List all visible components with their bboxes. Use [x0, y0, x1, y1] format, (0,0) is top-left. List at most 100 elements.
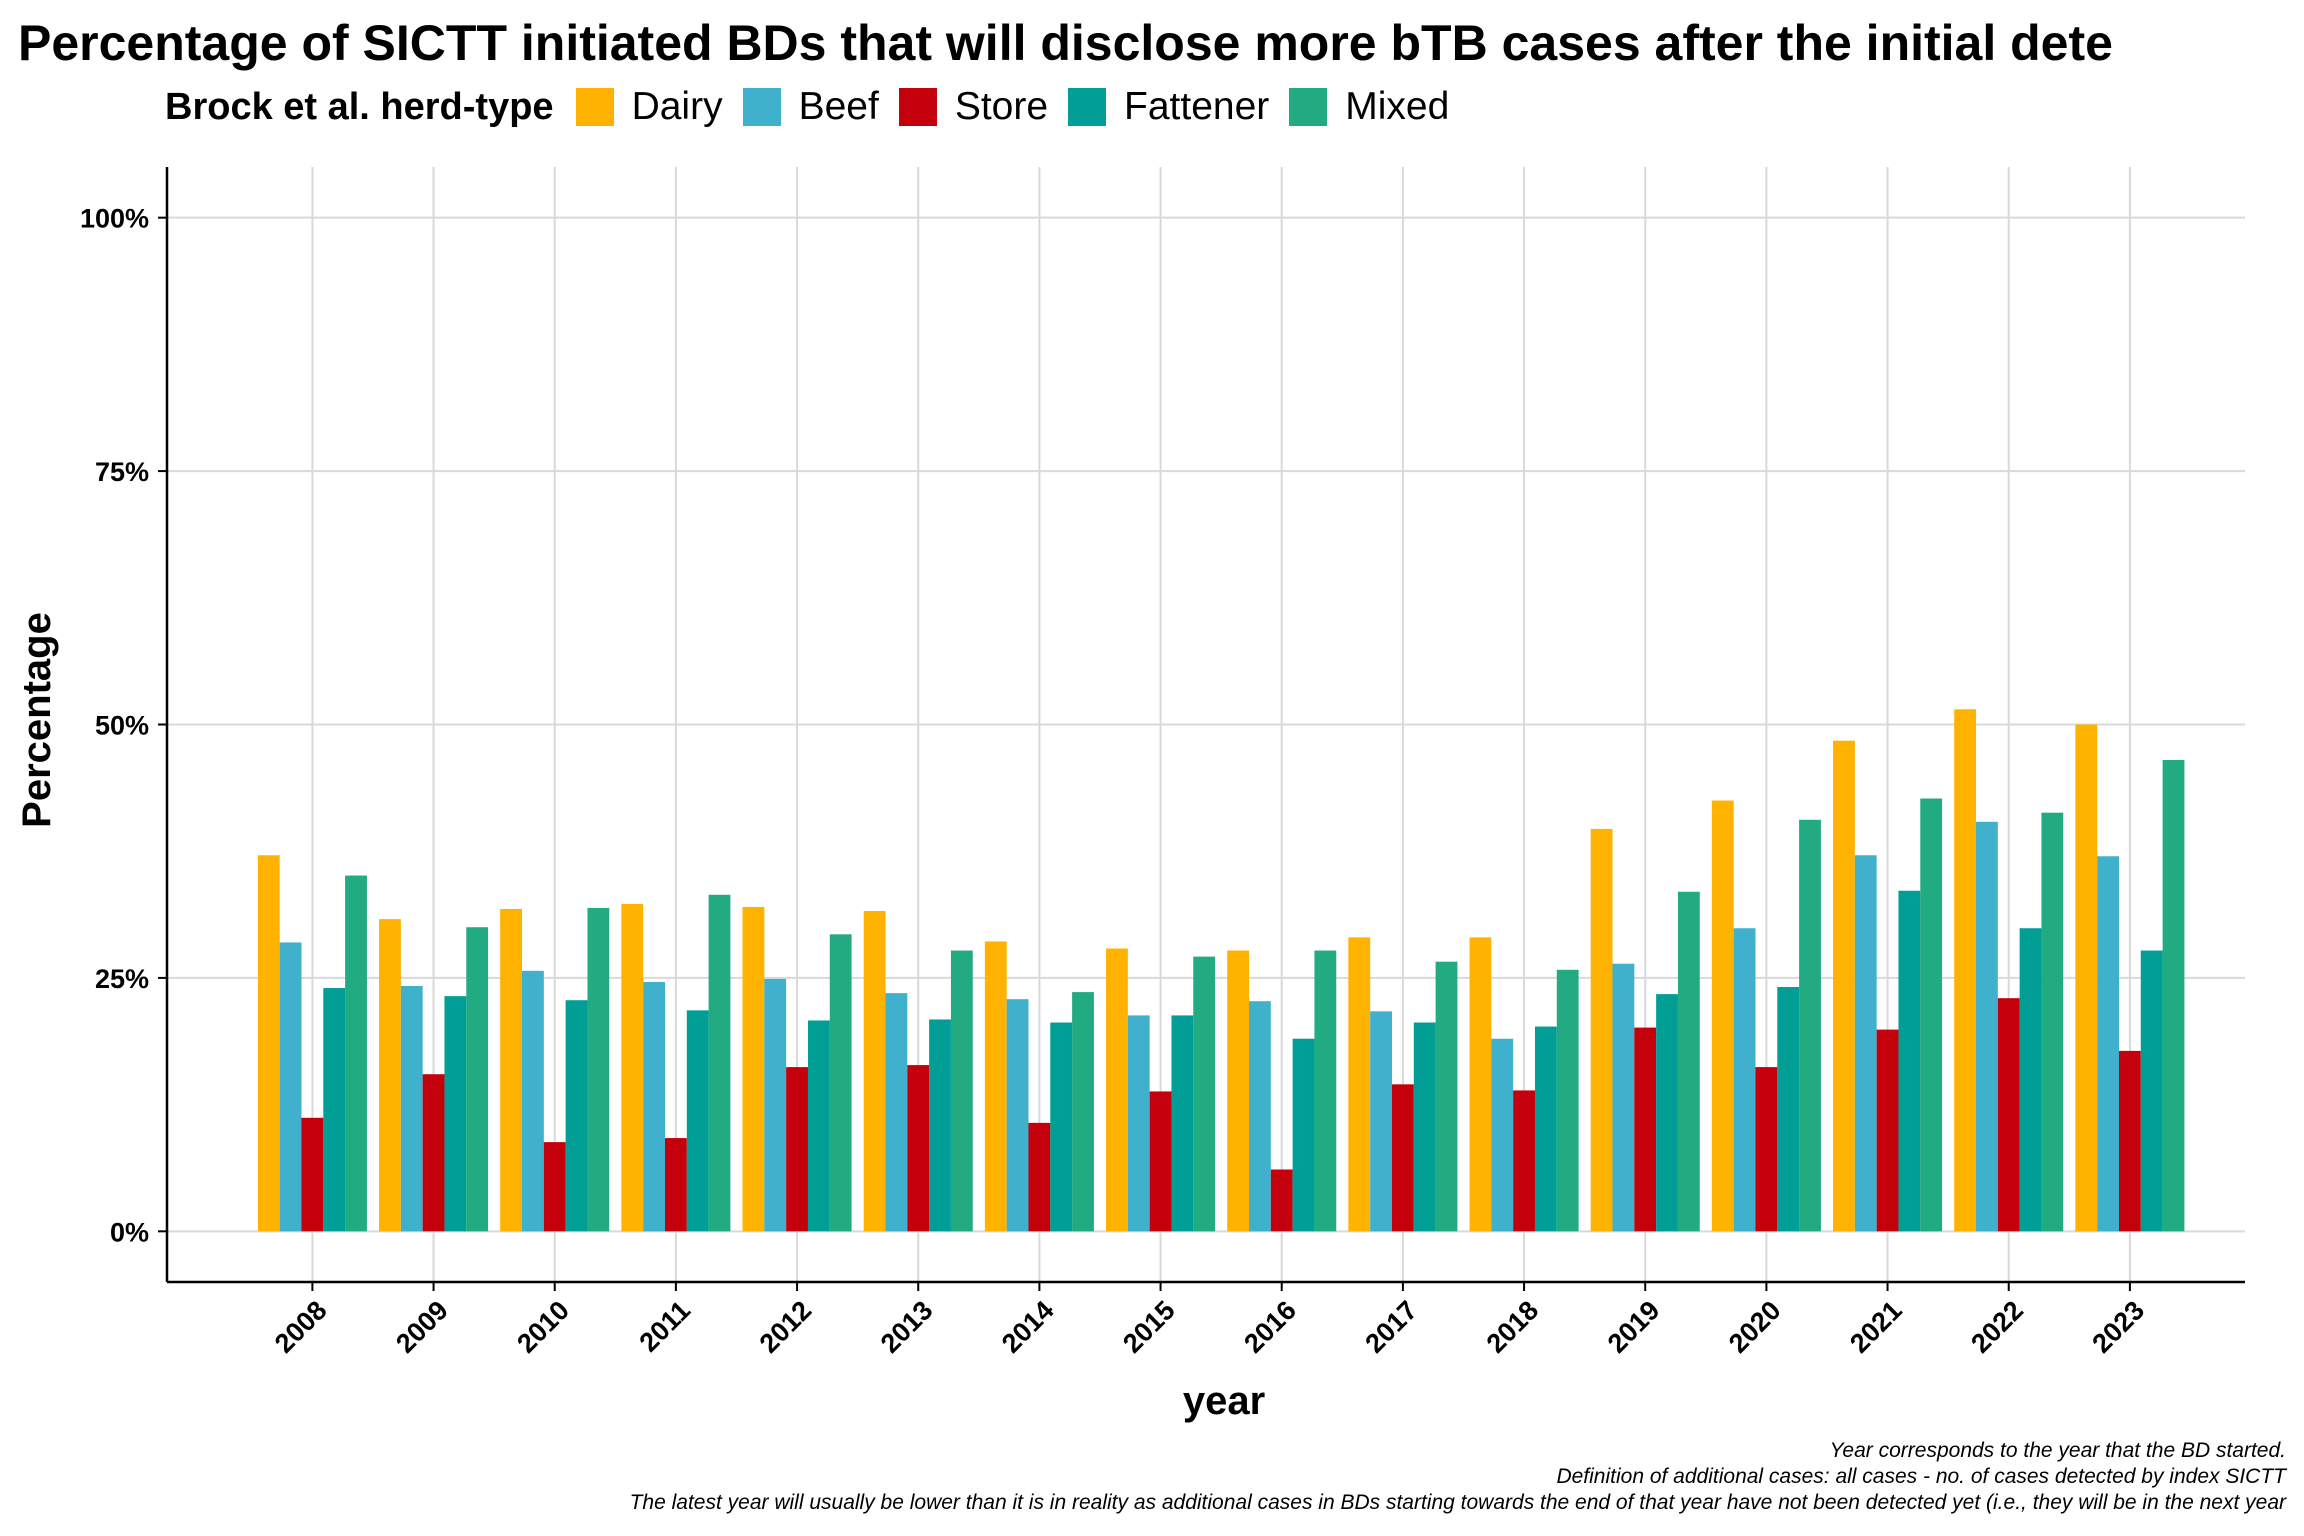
bar-beef-2023 [2097, 856, 2119, 1232]
bar-dairy-2013 [863, 911, 886, 1232]
x-axis-label: year [1183, 1379, 1265, 1423]
bar-store-2013 [907, 1065, 930, 1232]
bar-dairy-2016 [1227, 950, 1250, 1232]
axes [158, 167, 2245, 1291]
bar-beef-2018 [1491, 1038, 1514, 1232]
bar-fattener-2011 [686, 1010, 709, 1232]
bar-store-2022 [1997, 998, 2020, 1232]
bar-store-2018 [1513, 1090, 1535, 1232]
bar-mixed-2011 [708, 894, 731, 1232]
y-axis-label: Percentage [15, 612, 59, 828]
bar-dairy-2014 [984, 941, 1007, 1232]
x-tick-label: 2017 [1359, 1295, 1423, 1359]
legend-item-fattener: Fattener [1068, 85, 1269, 129]
bar-fattener-2009 [444, 996, 467, 1232]
bar-mixed-2019 [1677, 891, 1700, 1232]
caption-line-1: Year corresponds to the year that the BD… [1829, 1439, 2286, 1462]
bar-beef-2012 [764, 978, 787, 1232]
legend-label-beef: Beef [798, 85, 879, 128]
legend-item-beef: Beef [742, 85, 879, 129]
x-tick-label: 2023 [2086, 1295, 2150, 1359]
x-tick-label: 2021 [1844, 1295, 1908, 1359]
bar-dairy-2008 [257, 855, 280, 1232]
bar-beef-2019 [1612, 963, 1635, 1232]
legend-key-store [898, 88, 937, 126]
legend-label-mixed: Mixed [1345, 85, 1450, 128]
legend-key-beef [742, 88, 781, 126]
bar-mixed-2012 [829, 934, 852, 1232]
chart-title: Percentage of SICTT initiated BDs that w… [18, 15, 2113, 71]
x-tick-label: 2015 [1117, 1295, 1181, 1359]
bar-store-2019 [1634, 1027, 1657, 1232]
caption-line-3: The latest year will usually be lower th… [629, 1491, 2286, 1514]
bar-beef-2021 [1854, 855, 1877, 1232]
bar-store-2017 [1391, 1084, 1414, 1232]
x-tick-label: 2020 [1723, 1295, 1787, 1359]
bar-dairy-2011 [621, 903, 644, 1232]
bar-dairy-2021 [1833, 740, 1855, 1232]
legend-key-dairy [575, 88, 614, 126]
bar-dairy-2019 [1590, 828, 1613, 1232]
bar-dairy-2022 [1954, 709, 1977, 1232]
legend-item-mixed: Mixed [1289, 85, 1449, 129]
bar-mixed-2015 [1193, 956, 1216, 1232]
legend-title: Brock et al. herd-type [165, 85, 554, 128]
bar-store-2008 [301, 1117, 324, 1232]
bar-fattener-2010 [565, 1000, 588, 1232]
x-tick-label: 2009 [390, 1295, 454, 1359]
bar-beef-2008 [279, 942, 302, 1232]
y-tick-label: 0% [110, 1217, 149, 1247]
x-tick-label: 2008 [269, 1295, 333, 1359]
y-tick-label: 25% [95, 964, 149, 994]
bar-store-2021 [1876, 1029, 1899, 1232]
y-tick-label: 75% [95, 457, 149, 487]
bar-dairy-2023 [2075, 724, 2098, 1232]
caption: Year corresponds to the year that the BD… [630, 1438, 2286, 1516]
bar-mixed-2018 [1556, 969, 1579, 1232]
bar-fattener-2012 [807, 1020, 830, 1232]
legend-label-fattener: Fattener [1124, 85, 1270, 128]
bar-beef-2016 [1249, 1001, 1271, 1232]
bar-mixed-2014 [1072, 992, 1094, 1232]
x-tick-label: 2010 [511, 1295, 575, 1359]
bar-beef-2014 [1006, 999, 1029, 1232]
y-tick-label: 100% [80, 204, 149, 234]
x-tick-label: 2016 [1238, 1295, 1302, 1359]
x-tick-label: 2013 [875, 1295, 939, 1359]
bar-store-2023 [2118, 1050, 2141, 1232]
bar-dairy-2015 [1106, 948, 1128, 1232]
bar-fattener-2014 [1050, 1022, 1073, 1232]
bar-fattener-2015 [1171, 1015, 1194, 1232]
bar-fattener-2019 [1656, 994, 1678, 1232]
bar-mixed-2016 [1314, 950, 1337, 1232]
legend-label-store: Store [954, 85, 1049, 128]
bar-beef-2013 [885, 993, 908, 1232]
bar-fattener-2021 [1898, 890, 1921, 1232]
bar-fattener-2017 [1413, 1022, 1436, 1232]
bar-beef-2022 [1976, 821, 1998, 1232]
bar-beef-2020 [1733, 928, 1756, 1232]
bar-mixed-2021 [1920, 798, 1943, 1232]
bar-store-2012 [786, 1067, 808, 1232]
bar-beef-2010 [522, 970, 544, 1232]
bar-store-2009 [422, 1074, 445, 1232]
x-tick-label: 2012 [754, 1295, 818, 1359]
x-tick-label: 2018 [1481, 1295, 1545, 1359]
x-tick-label: 2019 [1602, 1295, 1666, 1359]
bar-store-2020 [1755, 1067, 1778, 1232]
bar-mixed-2022 [2041, 812, 2064, 1232]
bar-store-2014 [1028, 1122, 1051, 1232]
bar-mixed-2010 [587, 907, 610, 1232]
legend-key-mixed [1289, 88, 1328, 126]
bar-beef-2011 [643, 981, 665, 1232]
bar-store-2015 [1149, 1091, 1172, 1232]
legend-item-store: Store [898, 85, 1049, 129]
bar-beef-2017 [1370, 1011, 1392, 1232]
legend-item-dairy: Dairy [575, 85, 723, 129]
bar-fattener-2016 [1292, 1038, 1315, 1232]
bars [257, 709, 2185, 1232]
bar-fattener-2022 [2019, 928, 2042, 1232]
bar-fattener-2020 [1777, 987, 1800, 1232]
bar-store-2016 [1270, 1169, 1293, 1232]
